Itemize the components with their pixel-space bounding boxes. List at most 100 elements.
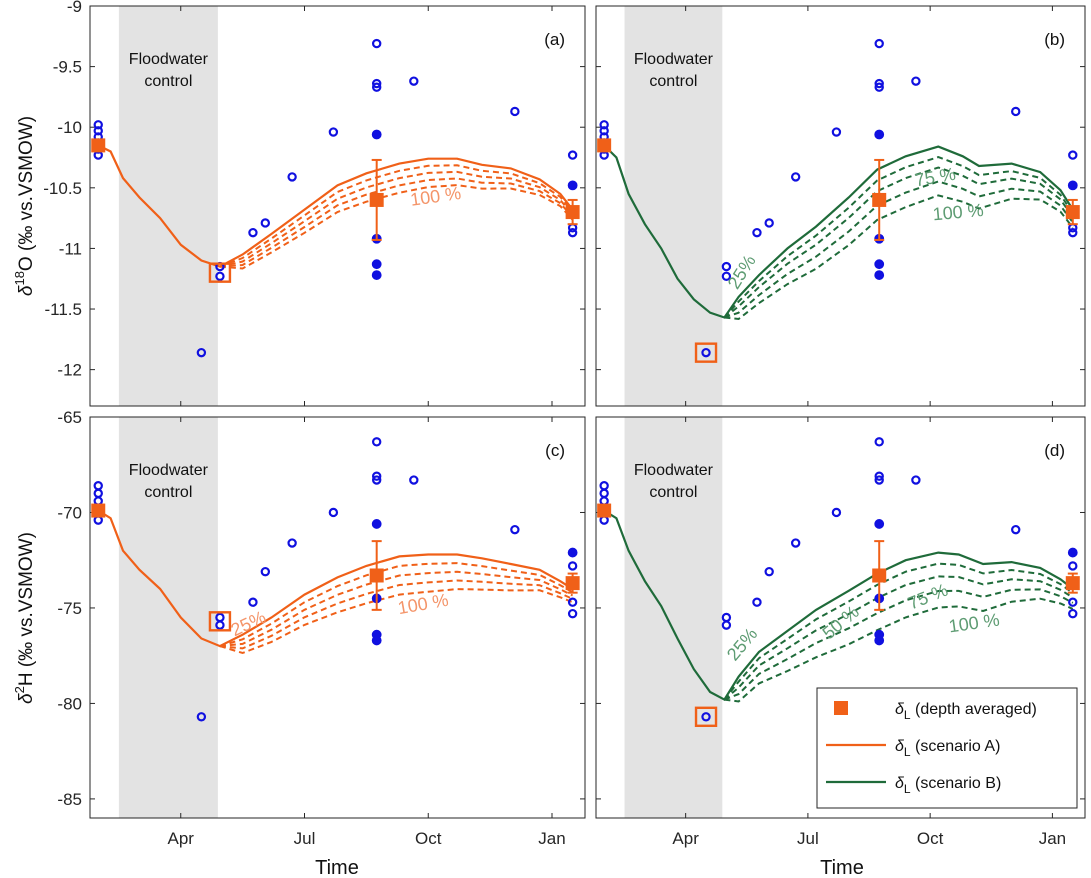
measured-point-open — [764, 566, 774, 577]
dashed-scenario-line — [219, 184, 574, 270]
depth-avg-square — [872, 568, 887, 583]
panel-c: Floodwater control -65 -70 -75 -80 -85 Apr Jul Oc… — [57, 408, 586, 848]
depth-avg-square — [872, 192, 887, 207]
measured-point-open — [911, 475, 921, 485]
shade-label-line1: Floodwater — [129, 462, 209, 479]
panel-a: Floodwater control -9 -9.5 -10 -10.5 -11 -11.5 -… — [43, 0, 586, 407]
axes-frame — [89, 416, 586, 819]
floodwater-shade — [118, 6, 218, 406]
highlight-box — [208, 262, 232, 283]
measured-point-open — [371, 437, 382, 447]
panel-label: (d) — [1044, 441, 1065, 460]
measured-point-open — [701, 347, 711, 358]
measured-point-open — [721, 261, 732, 272]
measured-point-open — [371, 475, 382, 485]
depth-avg-square — [597, 138, 612, 153]
measured-point-open — [721, 271, 732, 282]
depth-avg-square — [1065, 205, 1080, 220]
dashed-scenario-line — [219, 164, 574, 268]
dashed-scenario-line — [219, 588, 573, 655]
measured-point-open — [567, 227, 578, 238]
x-tick-label: Jan — [1039, 829, 1066, 848]
dashed-scenario-line — [219, 579, 574, 650]
y-tick-label: -70 — [57, 503, 82, 522]
dashed-scenario-line — [724, 588, 1074, 701]
legend-box — [816, 687, 1078, 809]
x-axis-label-left: Time — [315, 857, 359, 878]
legend-label: δL (scenario B) — [895, 775, 1001, 796]
y-tick-label: -75 — [57, 599, 82, 618]
measured-point-open — [1068, 227, 1078, 238]
measured-point-open — [409, 76, 419, 86]
measured-point-open — [1011, 106, 1021, 117]
dashed-scenario-line — [219, 177, 574, 268]
y-tick-label: -9 — [67, 0, 82, 16]
measured-point-filled — [567, 180, 578, 191]
legend: δL (depth averaged) δL (scenario A) δL (sc… — [816, 687, 1078, 809]
scenario-line — [603, 144, 1074, 319]
measured-point-open — [764, 218, 774, 228]
dashed-scenario-line — [219, 570, 574, 648]
y-tick-label: -10.5 — [43, 179, 82, 198]
shade-label-line2: control — [649, 73, 697, 90]
x-tick-label: Jul — [797, 829, 819, 848]
measured-point-open — [510, 106, 520, 117]
shade-label-line2: control — [649, 484, 697, 501]
y-tick-label: -65 — [57, 408, 82, 427]
shade-label-line2: control — [144, 73, 192, 90]
measured-point-open — [1068, 597, 1078, 607]
measured-point-open — [260, 566, 271, 577]
measured-point-open — [215, 620, 225, 630]
dashed-scenario-line — [724, 194, 1074, 321]
measured-point-open — [371, 78, 382, 89]
measured-point-filled — [874, 519, 885, 529]
measured-point-open — [93, 120, 103, 130]
y-tick-label: -11.5 — [45, 300, 83, 319]
axes-frame — [595, 5, 1086, 407]
measured-point-open — [874, 471, 884, 481]
measured-point-open — [248, 227, 258, 238]
measured-point-open — [599, 120, 609, 130]
depth-avg-square — [565, 205, 580, 220]
measured-point-open — [371, 471, 382, 481]
measured-point-filled — [874, 259, 885, 270]
measured-point-open — [874, 437, 884, 447]
measured-point-open — [752, 227, 762, 238]
shade-label-line1: Floodwater — [634, 51, 714, 68]
measured-point-open — [215, 271, 225, 282]
y-tick-label: -12 — [57, 361, 82, 380]
depth-avg-square — [91, 138, 106, 153]
measured-point-open — [790, 172, 801, 182]
x-tick-label: Jan — [538, 829, 565, 848]
dashed-scenario-line — [219, 562, 574, 648]
measured-point-open — [371, 38, 382, 49]
measured-point-open — [831, 507, 842, 518]
depth-avg-square — [91, 503, 106, 518]
measured-point-open — [874, 475, 884, 485]
measured-point-open — [287, 172, 297, 182]
legend-label: δL (depth averaged) — [895, 701, 1037, 722]
measured-point-open — [328, 507, 339, 518]
measured-point-open — [1068, 150, 1078, 160]
measured-point-open — [701, 712, 711, 722]
measured-point-open — [831, 127, 842, 137]
x-tick-label: Oct — [917, 829, 944, 848]
shade-label-line2: control — [144, 484, 192, 501]
measured-point-open — [874, 38, 884, 49]
dashed-scenario-line — [219, 170, 574, 268]
floodwater-shade — [118, 417, 218, 818]
measured-point-open — [567, 608, 578, 619]
dashed-scenario-line — [723, 575, 1074, 701]
measured-point-open — [93, 126, 103, 136]
measured-point-filled — [874, 635, 885, 646]
measured-point-filled — [874, 270, 885, 280]
measured-point-filled — [371, 259, 382, 270]
measured-point-open — [196, 347, 207, 358]
measured-point-open — [567, 150, 578, 160]
scenario-line — [97, 509, 574, 648]
measured-point-filled — [874, 129, 885, 140]
measured-point-open — [196, 712, 207, 722]
depth-avg-square — [369, 192, 384, 207]
